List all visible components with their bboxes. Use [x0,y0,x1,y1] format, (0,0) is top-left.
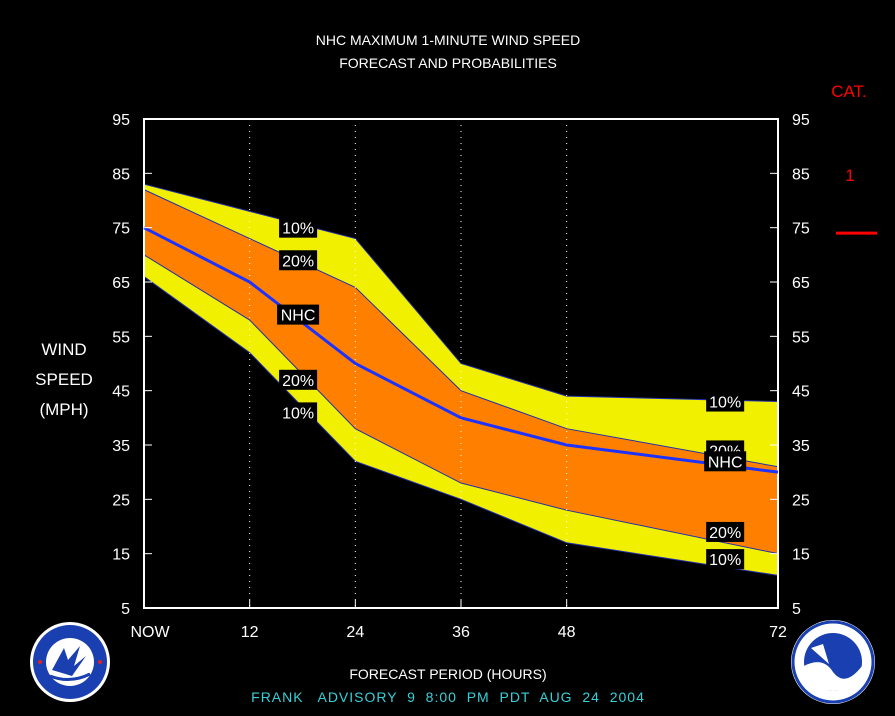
nws-logo [30,622,110,702]
chart-subtitle: FORECAST AND PROBABILITIES [339,55,557,71]
annotation-bg [277,304,320,325]
edge-10-lower [143,276,779,576]
noaa-logo [791,620,875,704]
nhc-forecast-line [143,226,779,474]
edge-20-upper [143,189,779,468]
annotation-bg [279,217,318,238]
y-tick-left-label: 25 [112,492,130,509]
annotation-bg [704,451,747,472]
x-tick-label: NOW [130,624,170,641]
y-tick-right-label: 75 [792,221,810,238]
y-axis-label-line3: (MPH) [39,400,88,419]
category-value: 1 [845,166,854,185]
y-tick-left-label: 5 [121,601,130,618]
y-tick-left-label: 55 [112,329,130,346]
category-header: CAT. [831,82,867,101]
y-tick-right-label: 95 [792,112,810,129]
x-tick-label: 12 [241,624,259,641]
advisory-line: FRANK ADVISORY 9 8:00 PM PDT AUG 24 2004 [251,689,645,705]
forecast-line-group [143,226,779,474]
x-tick-label: 24 [346,624,364,641]
annotation-bg [706,549,745,570]
chart-title: NHC MAXIMUM 1-MINUTE WIND SPEED [316,32,580,48]
annotation-label: NHC [708,454,743,471]
y-tick-right-label: 45 [792,384,810,401]
annotation-label: 20% [282,373,314,390]
x-tick-label: 72 [769,624,787,641]
y-tick-left-label: 35 [112,438,130,455]
y-tick-left-label: 85 [112,166,130,183]
band-20-percent [144,189,778,554]
y-tick-left-label: 95 [112,112,130,129]
annotation-bg [706,521,745,542]
y-axis-label-line1: WIND [41,340,86,359]
y-tick-right-label: 5 [792,601,801,618]
y-tick-right-label: 25 [792,492,810,509]
annotation-bg [279,402,318,423]
y-axis-label-line2: SPEED [35,370,93,389]
y-tick-right-label: 15 [792,547,810,564]
annotation-label: 10% [282,221,314,238]
x-tick-label: 48 [558,624,576,641]
annotation-label: 10% [709,552,741,569]
annotation-label: 20% [709,525,741,542]
edge-10-upper [143,183,779,403]
y-tick-right-label: 35 [792,438,810,455]
y-tick-right-label: 55 [792,329,810,346]
y-tick-left-label: 75 [112,221,130,238]
annotation-label: 20% [282,253,314,270]
y-tick-left-label: 65 [112,275,130,292]
annotation-bg [279,250,318,271]
x-tick-label: 36 [452,624,470,641]
annotation-bg [279,369,318,390]
annotation-label: 10% [282,405,314,422]
x-axis-label: FORECAST PERIOD (HOURS) [349,666,546,682]
annotation-label: 10% [709,395,741,412]
y-tick-left-label: 45 [112,384,130,401]
annotation-bg [706,391,745,412]
y-tick-right-label: 65 [792,275,810,292]
y-tick-right-label: 85 [792,166,810,183]
y-tick-left-label: 15 [112,547,130,564]
probability-bands [143,183,779,576]
annotation-label: NHC [281,308,316,325]
edge-20-lower [143,254,779,555]
